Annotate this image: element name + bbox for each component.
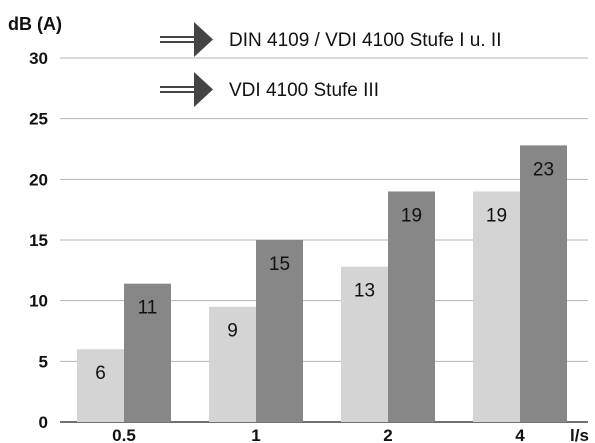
legend-item-din: DIN 4109 / VDI 4100 Stufe I u. II: [160, 22, 502, 57]
legend-item-stufe-iii: VDI 4100 Stufe III: [160, 72, 379, 107]
x-axis-ticks: 0.5 1 2 4: [112, 426, 525, 443]
y-tick-label: 15: [29, 231, 48, 250]
data-label: 19: [486, 205, 507, 226]
bar-stufe-iii-1: [209, 306, 256, 422]
data-label: 13: [354, 281, 375, 302]
data-labels: 6 11 9 15 13 19 19 23: [95, 159, 554, 384]
x-tick-label: 0.5: [112, 426, 136, 443]
bar-stufe-iii-2: [341, 266, 388, 422]
y-tick-label: 25: [29, 110, 48, 129]
bar-stufe-iii-4: [473, 191, 520, 422]
legend: DIN 4109 / VDI 4100 Stufe I u. II VDI 41…: [160, 22, 502, 107]
x-axis-label: l/s: [570, 426, 589, 443]
legend-label-stufe-iii: VDI 4100 Stufe III: [229, 80, 379, 101]
x-tick-label: 1: [251, 426, 260, 443]
x-tick-label: 4: [515, 426, 525, 443]
y-tick-label: 0: [39, 413, 48, 432]
bar-din-4: [520, 145, 567, 423]
data-label: 11: [138, 298, 158, 319]
y-axis-ticks: 0 5 10 15 20 25 30: [29, 49, 48, 432]
data-label: 6: [95, 363, 106, 384]
y-axis-label: dB (A): [8, 14, 62, 34]
bar-stufe-iii-0.5: [77, 349, 124, 422]
y-tick-label: 20: [29, 170, 48, 189]
y-tick-label: 30: [29, 49, 48, 68]
bar-din-1: [256, 240, 303, 422]
x-tick-label: 2: [383, 426, 392, 443]
legend-label-din: DIN 4109 / VDI 4100 Stufe I u. II: [229, 30, 502, 51]
y-tick-label: 10: [29, 292, 48, 311]
data-label: 15: [269, 254, 290, 275]
double-arrow-icon: [160, 72, 213, 107]
bars: [77, 145, 567, 423]
bar-din-0.5: [124, 283, 171, 422]
data-label: 9: [227, 321, 238, 342]
bar-din-2: [388, 191, 435, 422]
data-label: 19: [401, 205, 422, 226]
y-tick-label: 5: [39, 352, 48, 371]
double-arrow-icon: [160, 22, 213, 57]
data-label: 23: [533, 159, 554, 180]
